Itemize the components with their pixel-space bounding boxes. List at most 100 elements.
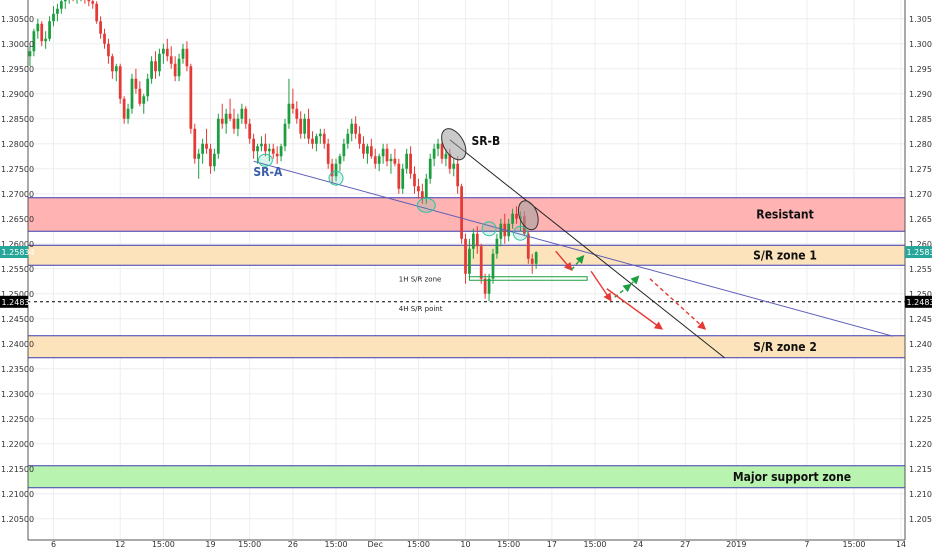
candle-body <box>315 136 318 144</box>
candle-body <box>471 233 475 249</box>
y-tick-label-left: 1.27000 <box>1 190 34 199</box>
candle-body <box>240 108 244 119</box>
y-tick-label-right: 1.23500 <box>909 365 932 374</box>
projection-arrow <box>606 288 664 330</box>
candle-body <box>397 163 401 189</box>
y-tick-label-left: 1.24000 <box>1 340 34 349</box>
candle-body <box>413 173 416 187</box>
candle-body <box>444 153 448 159</box>
projection-arrow <box>614 283 632 298</box>
candle-body <box>260 143 263 147</box>
candle-body <box>456 163 460 187</box>
y-tick-label-left: 1.24500 <box>1 315 34 324</box>
candle-body <box>48 21 51 39</box>
candle-body <box>436 143 440 149</box>
y-tick-label-left: 1.28000 <box>1 140 34 149</box>
candle-body <box>275 153 279 157</box>
candle-body <box>201 143 204 154</box>
x-tick-label: 27 <box>680 540 690 549</box>
y-tick-label-left: 1.23000 <box>1 390 34 399</box>
candle-body <box>495 238 499 254</box>
candle-body <box>154 61 157 72</box>
candle-body <box>271 148 275 154</box>
candle-body <box>56 8 59 14</box>
sr-a-label: SR-A <box>253 165 283 179</box>
candle-body <box>59 1 63 9</box>
candle-body <box>338 156 342 164</box>
y-tick-label-right: 1.22500 <box>909 415 932 424</box>
x-tick-label: 24 <box>633 540 643 549</box>
candle-body <box>287 103 291 124</box>
candle-body <box>216 118 220 154</box>
y-tick-label-left: 1.28500 <box>1 115 34 124</box>
candle-body <box>448 153 452 169</box>
candle-body <box>460 186 463 239</box>
x-tick-label: 2019 <box>726 540 746 549</box>
candle-body <box>307 118 310 139</box>
candle-body <box>99 21 102 34</box>
y-tick-label-left: 1.27500 <box>1 165 34 174</box>
candle-body <box>134 78 138 89</box>
candle-body <box>107 43 110 57</box>
candle-body <box>63 0 67 2</box>
candle-body <box>526 233 530 259</box>
candle-body <box>389 158 393 162</box>
candle-body <box>267 148 271 152</box>
x-tick-label: Dec <box>368 540 383 549</box>
candle-body <box>236 118 240 129</box>
candle-body <box>181 48 185 59</box>
trendline <box>449 139 725 359</box>
candle-body <box>142 96 146 104</box>
candle-body <box>189 66 193 129</box>
x-tick-label: 7 <box>804 540 809 549</box>
candle-body <box>291 103 295 109</box>
y-tick-label-right: 1.22000 <box>909 440 932 449</box>
candle-body <box>252 138 255 152</box>
candle-body <box>479 246 483 279</box>
candle-body <box>299 118 303 134</box>
trendline <box>253 160 894 337</box>
y-tick-label-right: 1.21500 <box>909 465 932 474</box>
candle-body <box>185 48 189 67</box>
zone-label: Major support zone <box>733 470 851 484</box>
candle-body <box>205 143 208 149</box>
projection-arrow <box>555 250 573 272</box>
y-tick-label-left: 1.22000 <box>1 440 34 449</box>
y-tick-label-right: 1.27000 <box>909 190 932 199</box>
candle-body <box>432 148 436 159</box>
candle-body <box>405 153 409 169</box>
price-badge-text: 1.25834 <box>907 248 932 257</box>
candle-body <box>114 66 118 72</box>
candle-body <box>483 278 487 294</box>
y-tick-label-left: 1.23500 <box>1 365 34 374</box>
candle-body <box>330 163 334 177</box>
candle-body <box>279 146 283 157</box>
highlight-ellipse <box>481 221 497 237</box>
y-tick-label-left: 1.29000 <box>1 90 34 99</box>
candle-body <box>468 248 471 274</box>
candle-body <box>28 51 32 57</box>
y-tick-label-left: 1.26500 <box>1 215 34 224</box>
highlight-ellipse <box>517 200 539 231</box>
y-tick-label-left: 1.21000 <box>1 490 34 499</box>
x-tick-label: 19 <box>205 540 215 549</box>
projection-arrow <box>570 254 585 271</box>
y-tick-label-right: 1.24500 <box>909 315 932 324</box>
candle-body <box>118 66 122 99</box>
candle-body <box>366 146 369 154</box>
x-tick-label: 15:00 <box>842 540 865 549</box>
zone-label-layer: Resistant S/R zone 1 S/R zone 2 Major suppo… <box>733 208 851 484</box>
candle-body <box>162 48 165 54</box>
candle-body <box>499 223 503 239</box>
candle-body <box>283 123 287 147</box>
candle-body <box>91 1 95 4</box>
drawing-layer: 1H S/R zone 4H S/R point SR-A SR-B <box>28 128 905 359</box>
y-tick-label-right: 1.28000 <box>909 140 932 149</box>
price-badge-text: 1.24839 <box>907 298 932 307</box>
y-tick-label-right: 1.21000 <box>909 490 932 499</box>
candle-body <box>511 213 514 224</box>
y-tick-label-left: 1.25500 <box>1 265 34 274</box>
price-badge-right <box>905 246 932 259</box>
